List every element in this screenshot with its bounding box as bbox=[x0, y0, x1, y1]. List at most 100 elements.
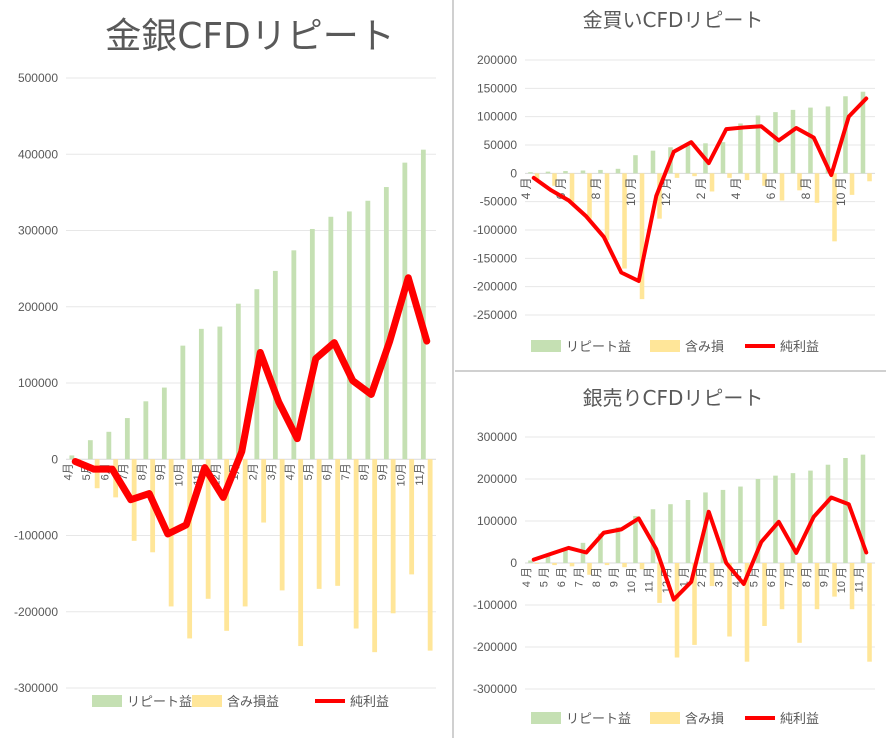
unrealized-loss-bar bbox=[622, 563, 627, 568]
unrealized-loss-bar bbox=[242, 459, 248, 607]
unrealized-loss-bar bbox=[762, 173, 767, 186]
legend-swatch bbox=[192, 695, 222, 707]
x-category-label: 8月 bbox=[358, 463, 370, 480]
unrealized-loss-bar bbox=[298, 459, 304, 647]
y-tick-label: -200000 bbox=[473, 280, 517, 294]
repeat-profit-bar bbox=[615, 168, 621, 174]
repeat-profit-bar bbox=[738, 123, 743, 174]
unrealized-loss-bar bbox=[639, 563, 645, 570]
legend-label: 含み損益 bbox=[227, 694, 279, 710]
unrealized-loss-bar bbox=[335, 459, 341, 586]
repeat-profit-bar bbox=[69, 455, 75, 460]
x-category-label: 7月 bbox=[340, 463, 352, 480]
gold-buy-cfd-chart: 金買いCFDリピート 200000 150000 100000 50000 0 -50000… bbox=[473, 8, 875, 355]
x-category-label: 5 月 bbox=[748, 567, 760, 587]
net-profit-line bbox=[531, 96, 869, 283]
repeat-profit-bar bbox=[843, 458, 848, 563]
net-profit-line bbox=[71, 274, 431, 538]
x-category-label: 2 月 bbox=[694, 177, 708, 199]
x-category-label: 11 月 bbox=[853, 567, 865, 592]
legend-label: 純利益 bbox=[780, 712, 819, 727]
chart-title: 銀売りCFDリピート bbox=[583, 386, 764, 410]
x-category-label: 5 月 bbox=[538, 567, 550, 587]
legend-swatch bbox=[650, 340, 680, 352]
repeat-profit-bar bbox=[790, 109, 796, 174]
repeat-profit-bar bbox=[402, 162, 408, 460]
y-tick-label: 300000 bbox=[477, 430, 517, 444]
repeat-profit-bar bbox=[217, 326, 223, 460]
repeat-profit-bar bbox=[580, 170, 586, 174]
unrealized-loss-bar bbox=[727, 563, 732, 637]
x-category-label: 8月 bbox=[136, 463, 148, 480]
y-tick-label: 150000 bbox=[477, 81, 517, 95]
x-category-label: 4 月 bbox=[521, 567, 533, 587]
y-tick-label: -300000 bbox=[473, 682, 517, 696]
x-category-label: 10 月 bbox=[836, 567, 848, 593]
x-category-label: 8 月 bbox=[589, 177, 603, 199]
unrealized-loss-bar bbox=[604, 173, 610, 241]
gold-silver-cfd-chart: 金銀CFDリピート 500000 400000 300000 200000 100000 0… bbox=[14, 16, 436, 710]
unrealized-loss-bar bbox=[372, 459, 378, 653]
repeat-profit-bar bbox=[755, 479, 761, 563]
repeat-profit-bar bbox=[87, 440, 93, 460]
x-category-label: 7 月 bbox=[573, 567, 585, 587]
repeat-profit-bar bbox=[309, 228, 315, 460]
unrealized-loss-bar bbox=[316, 459, 322, 589]
repeat-profit-bar bbox=[633, 155, 638, 174]
repeat-profit-bar bbox=[545, 171, 551, 174]
y-tick-label: 200000 bbox=[477, 53, 517, 67]
x-category-label: 6 月 bbox=[766, 567, 778, 587]
y-tick-label: -100000 bbox=[14, 529, 58, 543]
x-category-label: 9月 bbox=[377, 463, 389, 480]
silver-sell-cfd-chart-panel: 銀売りCFDリピート 300000 200000 100000 0 -100000 -200… bbox=[455, 373, 886, 738]
repeat-profit-bar bbox=[124, 418, 130, 460]
chart-title: 金買いCFDリピート bbox=[583, 8, 764, 32]
unrealized-loss-bar bbox=[657, 173, 662, 219]
legend-label: 含み損 bbox=[685, 711, 724, 727]
unrealized-loss-bar bbox=[692, 173, 697, 177]
repeat-profit-bar bbox=[755, 115, 761, 174]
x-category-label: 3 月 bbox=[713, 567, 725, 587]
repeat-profit-bar bbox=[808, 107, 813, 174]
legend-swatch bbox=[92, 695, 122, 707]
x-category-label: 2月 bbox=[247, 463, 259, 480]
y-tick-label: 200000 bbox=[18, 300, 58, 314]
x-category-label: 11 月 bbox=[643, 567, 655, 592]
unrealized-loss-bar bbox=[552, 563, 557, 566]
repeat-profit-bar bbox=[843, 96, 848, 174]
legend-swatch bbox=[650, 712, 680, 724]
unrealized-loss-bar bbox=[639, 173, 645, 300]
y-tick-label: -100000 bbox=[473, 598, 517, 612]
y-tick-label: 400000 bbox=[18, 147, 58, 161]
repeat-profit-bar bbox=[738, 486, 743, 563]
unrealized-loss-bar bbox=[604, 563, 610, 566]
unrealized-loss-bar bbox=[622, 173, 627, 269]
unrealized-loss-bar bbox=[657, 563, 662, 603]
repeat-profit-bar bbox=[180, 345, 186, 460]
unrealized-loss-bar bbox=[867, 173, 872, 182]
repeat-profit-bar bbox=[106, 431, 112, 460]
unrealized-loss-bar bbox=[832, 173, 837, 242]
unrealized-loss-bar bbox=[569, 173, 575, 203]
repeat-profit-bar bbox=[825, 464, 831, 563]
gold-buy-cfd-chart-panel: 金買いCFDリピート 200000 150000 100000 50000 0 -50000… bbox=[455, 0, 886, 370]
x-category-label: 9月 bbox=[155, 463, 167, 480]
unrealized-loss-bar bbox=[353, 459, 359, 629]
repeat-profit-bar bbox=[860, 91, 866, 174]
y-tick-label: 0 bbox=[51, 452, 58, 466]
unrealized-loss-bar bbox=[744, 173, 750, 181]
unrealized-loss-bar bbox=[832, 563, 837, 597]
repeat-profit-bar bbox=[720, 489, 726, 563]
repeat-profit-bar bbox=[825, 106, 831, 174]
chart-title: 金銀CFDリピート bbox=[105, 16, 395, 57]
repeat-profit-bar bbox=[198, 328, 204, 460]
unrealized-loss-bar bbox=[709, 173, 715, 192]
x-category-label: 5月 bbox=[303, 463, 315, 480]
unrealized-loss-bar bbox=[534, 563, 540, 564]
x-category-label: 8 月 bbox=[799, 177, 813, 199]
repeat-profit-bar bbox=[615, 527, 621, 563]
vertical-divider bbox=[452, 0, 454, 738]
unrealized-loss-bar bbox=[779, 563, 785, 610]
repeat-profit-bar bbox=[598, 169, 603, 174]
unrealized-loss-bar bbox=[709, 563, 715, 587]
